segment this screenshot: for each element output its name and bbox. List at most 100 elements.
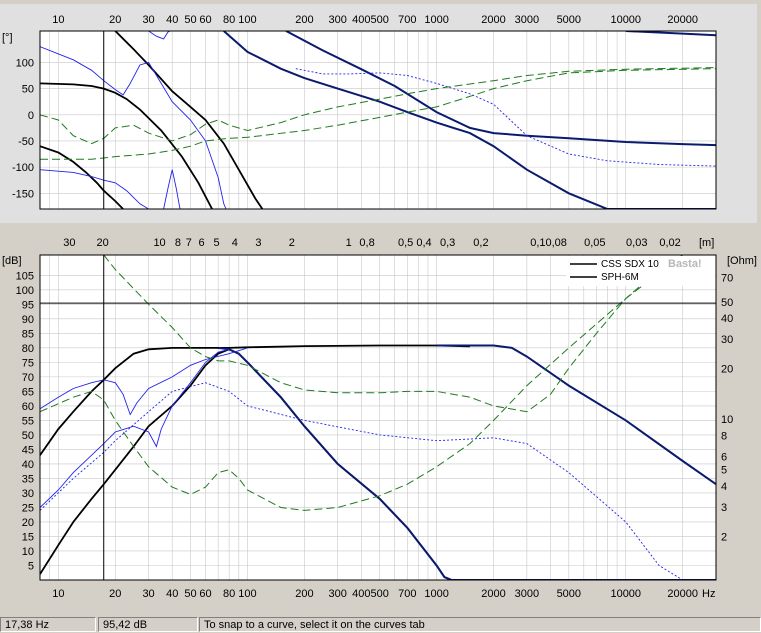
wavelength-tick: 0,2 (473, 237, 488, 249)
impedance-tick: 5 (721, 465, 727, 477)
impedance-tick: 70 (721, 272, 733, 284)
phase-series-1[interactable] (40, 82, 213, 209)
spl-x-tick: 40 (166, 588, 178, 600)
spl-y-tick: 85 (22, 328, 34, 340)
spl-x-tick: 20 (109, 588, 121, 600)
phase-y-tick: -150 (12, 188, 34, 200)
spl-y-tick: 75 (22, 357, 34, 369)
spl-series-8[interactable] (40, 255, 684, 511)
phase-series-4[interactable] (223, 31, 716, 209)
phase-x-tick: 40 (166, 14, 178, 26)
phase-plot-border (39, 30, 717, 210)
phase-series-10[interactable] (163, 169, 181, 209)
x-axis-unit: Hz (702, 588, 715, 600)
spl-plot-area[interactable] (40, 255, 716, 580)
spl-x-tick: 3000 (515, 588, 539, 600)
status-bar: 17,38 Hz 95,42 dB To snap to a curve, se… (0, 615, 761, 633)
spl-y-tick: 95 (22, 299, 34, 311)
spl-y-tick: 5 (28, 560, 34, 572)
spl-y-tick: 105 (16, 270, 34, 282)
phase-x-tick: 3000 (515, 14, 539, 26)
phase-x-tick: 30 (142, 14, 154, 26)
spl-y-unit: [dB] (2, 255, 22, 267)
wavelength-tick: 1 (346, 237, 352, 249)
spl-series-4[interactable] (218, 346, 716, 580)
phase-x-tick: 1000 (424, 14, 448, 26)
spl-y-tick: 80 (22, 343, 34, 355)
phase-plot-area[interactable] (40, 31, 716, 209)
wavelength-tick: 0,1 (530, 237, 545, 249)
spl-x-tick: 10000 (610, 588, 641, 600)
spl-x-tick: 1000 (424, 588, 448, 600)
status-hint: To snap to a curve, select it on the cur… (199, 617, 761, 632)
spl-y-tick: 100 (16, 285, 34, 297)
phase-x-tick: 700 (398, 14, 416, 26)
phase-x-tick: 100 (238, 14, 256, 26)
spl-x-tick: 100 (238, 588, 256, 600)
spl-series-9[interactable] (103, 255, 683, 413)
phase-series-12[interactable] (40, 67, 716, 145)
legend-box (566, 256, 715, 286)
wavelength-tick: 0,05 (584, 237, 605, 249)
impedance-tick: 8 (721, 430, 727, 442)
impedance-tick: 50 (721, 297, 733, 309)
phase-x-tick: 80 (223, 14, 235, 26)
phase-x-tick: 200 (295, 14, 313, 26)
impedance-tick: 30 (721, 334, 733, 346)
wavelength-tick: 4 (232, 237, 238, 249)
spl-x-tick: 60 (199, 588, 211, 600)
spl-series-5[interactable] (40, 347, 248, 416)
wavelength-tick: 3 (255, 237, 261, 249)
legend-entry-1: CSS SDX 10 (601, 259, 659, 270)
phase-x-tick: 10 (52, 14, 64, 26)
spl-y-tick: 50 (22, 430, 34, 442)
spl-x-tick: 2000 (481, 588, 505, 600)
phase-series-2[interactable] (114, 31, 264, 209)
impedance-tick: 6 (721, 451, 727, 463)
phase-series-8[interactable] (40, 169, 149, 209)
wavelength-tick: 6 (198, 237, 204, 249)
spl-y-tick: 40 (22, 459, 34, 471)
wavelength-tick: 0,8 (359, 237, 374, 249)
wavelength-tick: 0,02 (659, 237, 680, 249)
phase-series-6[interactable] (625, 31, 716, 37)
phase-x-tick: 10000 (610, 14, 641, 26)
spl-y-tick: 65 (22, 386, 34, 398)
phase-y-tick: 0 (28, 110, 34, 122)
wavelength-tick: 10 (153, 237, 165, 249)
wavelength-tick: 5 (213, 237, 219, 249)
phase-series-9[interactable] (148, 31, 171, 40)
spl-y-tick: 20 (22, 517, 34, 529)
phase-series-3[interactable] (40, 145, 124, 209)
phase-x-tick: 400 (352, 14, 370, 26)
phase-x-tick: 20000 (667, 14, 698, 26)
wavelength-tick: 30 (63, 237, 75, 249)
impedance-unit: [Ohm] (727, 255, 757, 267)
phase-series-5[interactable] (285, 31, 716, 147)
wavelength-tick: 0,3 (440, 237, 455, 249)
wavelength-tick: 7 (186, 237, 192, 249)
phase-x-tick: 60 (199, 14, 211, 26)
spl-series-1[interactable] (40, 344, 470, 456)
phase-series-11[interactable] (295, 68, 716, 167)
phase-x-tick: 500 (370, 14, 388, 26)
spl-x-tick: 80 (223, 588, 235, 600)
wavelength-tick: 0,03 (626, 237, 647, 249)
spl-x-tick: 20000 (667, 588, 698, 600)
phase-series-7[interactable] (40, 46, 227, 209)
phase-series-13[interactable] (40, 68, 716, 160)
impedance-tick: 20 (721, 364, 733, 376)
wavelength-tick: 8 (175, 237, 181, 249)
wavelength-unit: [m] (699, 237, 714, 249)
phase-y-tick: -50 (18, 136, 34, 148)
watermark: Basta! (668, 258, 702, 270)
phase-x-tick: 300 (329, 14, 347, 26)
phase-x-tick: 20 (109, 14, 121, 26)
impedance-tick: 40 (721, 313, 733, 325)
spl-x-tick: 30 (142, 588, 154, 600)
spl-series-3[interactable] (436, 344, 716, 486)
status-level: 95,42 dB (98, 617, 198, 632)
phase-y-tick: -100 (12, 162, 34, 174)
spl-series-6[interactable] (40, 348, 230, 508)
